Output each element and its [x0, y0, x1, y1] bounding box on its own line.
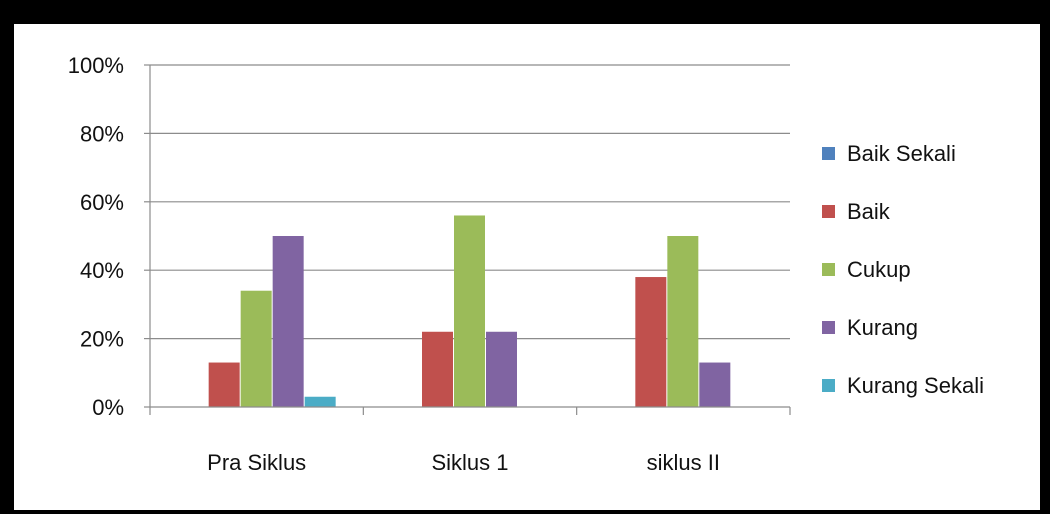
legend-swatch [822, 321, 835, 334]
bar [422, 331, 453, 407]
y-axis-tick-labels: 0% 20% 40% 60% 80% 100% [68, 53, 124, 420]
legend-label: Kurang [847, 315, 918, 340]
y-tick-label: 100% [68, 53, 124, 78]
x-category-label: Pra Siklus [207, 450, 306, 475]
bar [454, 215, 485, 407]
bar [699, 362, 731, 407]
legend-swatch [822, 205, 835, 218]
y-tick-label: 40% [80, 258, 124, 283]
y-tick-label: 80% [80, 121, 124, 146]
legend-swatch [822, 263, 835, 276]
bar [208, 362, 240, 407]
x-category-label: siklus II [647, 450, 720, 475]
bar [304, 396, 336, 407]
x-category-label: Siklus 1 [431, 450, 508, 475]
bar [240, 290, 272, 407]
legend-label: Cukup [847, 257, 911, 282]
legend-swatch [822, 379, 835, 392]
bar [667, 236, 699, 407]
x-axis-category-labels: Pra Siklus Siklus 1 siklus II [207, 450, 720, 475]
y-tick-label: 60% [80, 190, 124, 215]
legend-label: Baik [847, 199, 891, 224]
legend-swatch [822, 147, 835, 160]
legend-label: Kurang Sekali [847, 373, 984, 398]
y-tick-label: 0% [92, 395, 124, 420]
bar [635, 277, 667, 407]
axes [149, 65, 791, 415]
bar [272, 236, 304, 407]
legend: Baik Sekali Baik Cukup Kurang Kurang Sekali [822, 141, 984, 398]
y-tick-label: 20% [80, 327, 124, 352]
bars [208, 215, 731, 407]
legend-label: Baik Sekali [847, 141, 956, 166]
chart-canvas [14, 24, 1040, 510]
bar [486, 331, 517, 407]
